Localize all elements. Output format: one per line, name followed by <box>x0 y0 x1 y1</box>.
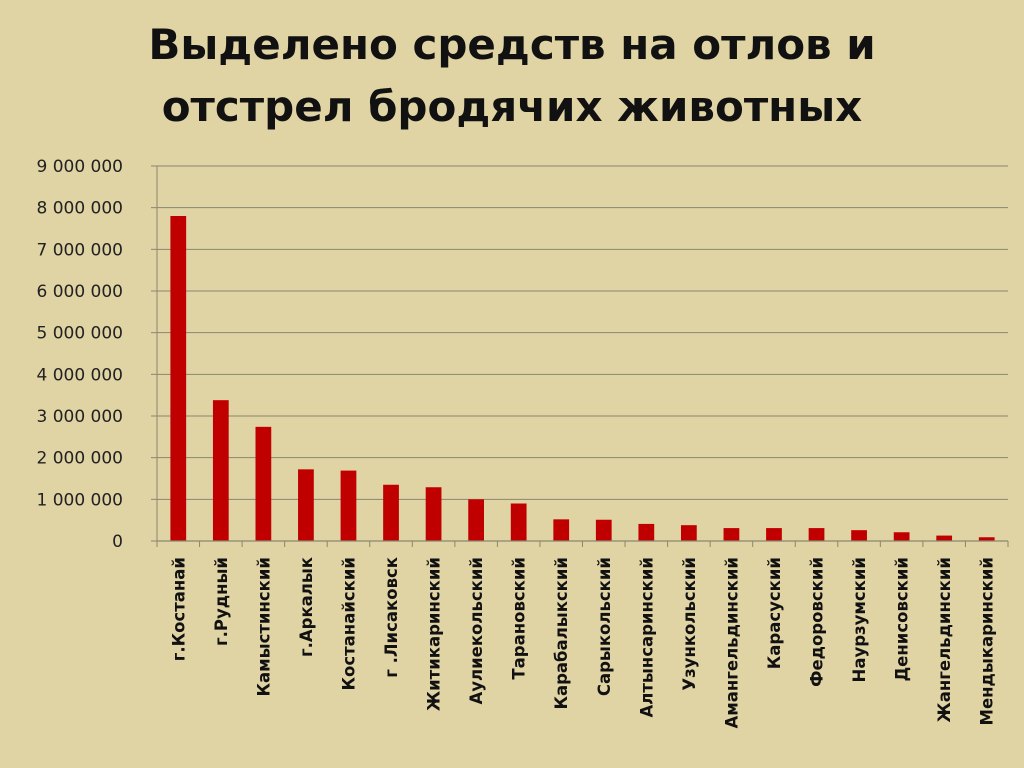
bar <box>723 528 740 541</box>
x-category-label: Карасуский <box>765 557 784 669</box>
x-category-label: Федоровский <box>808 557 827 687</box>
y-tick-label: 0 <box>112 532 123 552</box>
bar <box>978 537 995 541</box>
y-tick-label: 8 000 000 <box>36 199 123 219</box>
x-category-labels: г.Костанай г.Рудный Камыстинский г.Аркалык К… <box>169 557 996 729</box>
bar <box>808 528 825 541</box>
x-category-label: Сарыкольский <box>595 557 614 696</box>
bar <box>936 535 953 541</box>
bar <box>553 519 570 541</box>
x-category-label: Жангельдинский <box>935 557 954 722</box>
x-category-label: Мендыкаринский <box>978 557 997 725</box>
bar <box>298 469 314 541</box>
bar <box>255 426 272 541</box>
bar <box>681 525 697 541</box>
y-tick-label: 6 000 000 <box>36 282 123 302</box>
x-category-label: Узункольский <box>680 557 699 691</box>
y-tick-label: 7 000 000 <box>36 240 123 260</box>
x-category-label: г.Костанай <box>169 557 188 661</box>
x-category-label: Наурзумский <box>850 557 869 682</box>
bar <box>510 503 527 541</box>
bar <box>468 499 484 541</box>
bar <box>212 400 229 541</box>
x-category-label: Карабалыкский <box>552 557 571 710</box>
bar <box>851 530 867 541</box>
y-tick-label: 9 000 000 <box>36 157 123 177</box>
bar <box>893 532 910 541</box>
axes <box>151 165 1009 547</box>
x-category-label: Денисовский <box>893 557 912 682</box>
bar <box>638 523 655 541</box>
x-category-label: Тарановский <box>510 557 529 680</box>
bar <box>425 487 442 541</box>
x-category-label: Алтынсаринский <box>637 557 656 718</box>
x-category-label: Аулиекольский <box>467 557 486 705</box>
bar <box>170 216 187 541</box>
bar <box>595 519 612 541</box>
y-tick-label: 4 000 000 <box>36 365 123 385</box>
x-category-label: г.Рудный <box>212 557 231 646</box>
y-tick-label: 5 000 000 <box>36 324 123 344</box>
bar <box>340 470 357 541</box>
gridlines <box>157 165 1008 500</box>
chart-title: Выделено средств на отлов и отстрел брод… <box>40 14 984 138</box>
x-category-label: г.Аркалык <box>297 557 316 657</box>
y-tick-labels: 0 1 000 000 2 000 000 3 000 000 4 000 000 5 0… <box>36 157 123 552</box>
x-category-label: Житикаринский <box>425 557 444 711</box>
y-tick-label: 2 000 000 <box>36 449 123 469</box>
y-tick-label: 3 000 000 <box>36 407 123 427</box>
bar <box>766 528 782 541</box>
chart-title-line-2: отстрел бродячих животных <box>161 82 863 131</box>
y-tick-label: 1 000 000 <box>36 490 123 510</box>
x-category-label: Костанайский <box>339 557 358 691</box>
chart-title-line-1: Выделено средств на отлов и <box>148 20 876 69</box>
x-category-label: Амангельдинский <box>722 557 741 729</box>
bars <box>170 216 995 541</box>
bar <box>383 484 399 541</box>
x-category-label: Камыстинский <box>254 557 273 696</box>
x-category-label: г .Лисаковск <box>382 557 401 678</box>
